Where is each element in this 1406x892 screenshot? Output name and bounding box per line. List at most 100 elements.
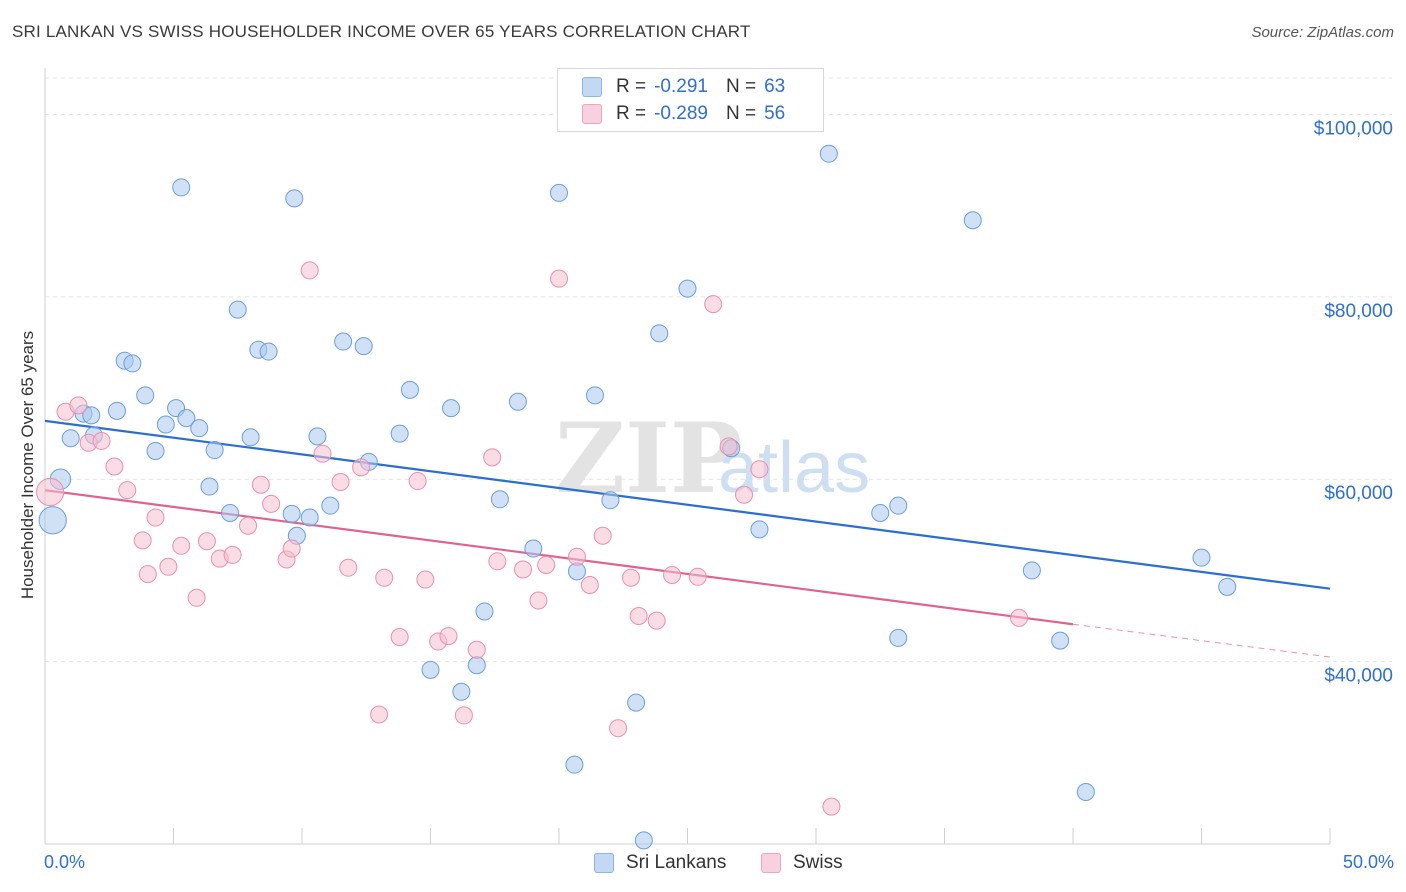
- point-swiss: [187, 588, 206, 607]
- point-sri-lankans: [228, 300, 247, 319]
- point-sri-lankans: [156, 415, 175, 434]
- point-sri-lankans: [421, 660, 440, 679]
- point-sri-lankans: [136, 386, 155, 405]
- point-sri-lankans: [282, 504, 301, 523]
- point-sri-lankans: [190, 419, 209, 438]
- point-swiss: [822, 797, 841, 816]
- point-swiss: [239, 516, 258, 535]
- y-tick-label: $80,000: [1324, 301, 1393, 322]
- legend-row-swiss: R = -0.289 N = 56: [582, 101, 785, 127]
- point-swiss: [36, 477, 65, 507]
- point-sri-lankans: [889, 628, 908, 647]
- point-sri-lankans: [300, 508, 319, 527]
- n-label: N =: [725, 103, 757, 124]
- point-sri-lankans: [177, 409, 196, 428]
- point-sri-lankans: [146, 441, 165, 460]
- point-swiss: [262, 494, 281, 513]
- point-swiss: [146, 508, 165, 527]
- point-swiss: [567, 547, 586, 566]
- point-swiss: [647, 611, 666, 630]
- y-tick-label: $40,000: [1324, 666, 1393, 687]
- point-sri-lankans: [963, 211, 982, 230]
- point-swiss: [370, 705, 389, 724]
- point-sri-lankans: [221, 503, 240, 522]
- point-sri-lankans: [550, 183, 568, 202]
- point-swiss: [663, 565, 682, 584]
- point-swiss: [580, 576, 599, 595]
- point-swiss: [118, 481, 137, 500]
- point-swiss: [390, 627, 409, 646]
- point-swiss: [629, 607, 648, 626]
- point-sri-lankans: [123, 354, 142, 373]
- point-sri-lankans: [172, 178, 191, 197]
- trend-line-sri-lankans: [44, 419, 1331, 590]
- point-sri-lankans: [508, 392, 527, 411]
- point-swiss: [352, 458, 371, 477]
- point-sri-lankans: [565, 755, 584, 774]
- point-sri-lankans: [61, 429, 80, 448]
- point-swiss: [550, 269, 568, 288]
- trend-line-extension: [1072, 623, 1331, 658]
- point-swiss: [313, 444, 332, 463]
- point-swiss: [339, 558, 358, 577]
- data-points: [36, 144, 1237, 850]
- point-sri-lankans: [82, 406, 101, 425]
- y-axis-label: Householder Income Over 65 years: [18, 330, 37, 600]
- point-sri-lankans: [889, 496, 908, 515]
- point-sri-lankans: [285, 189, 304, 208]
- point-sri-lankans: [678, 279, 697, 298]
- point-sri-lankans: [601, 491, 620, 510]
- point-swiss: [688, 567, 707, 586]
- x-axis-min-label: 0.0%: [44, 852, 86, 872]
- point-swiss: [133, 531, 152, 550]
- point-sri-lankans: [200, 477, 219, 496]
- point-sri-lankans: [1218, 577, 1237, 596]
- point-sri-lankans: [627, 693, 646, 712]
- point-sri-lankans: [321, 496, 340, 515]
- y-tick-labels: $40,000 $60,000 $80,000 $100,000: [1314, 118, 1393, 686]
- point-swiss: [331, 472, 350, 491]
- point-sri-lankans: [1192, 548, 1211, 567]
- point-sri-lankans: [259, 342, 278, 361]
- point-swiss: [105, 457, 124, 476]
- n-label: N =: [725, 76, 757, 97]
- point-swiss: [467, 640, 486, 659]
- point-swiss: [593, 526, 612, 545]
- point-sri-lankans: [490, 490, 509, 509]
- point-swiss: [439, 627, 458, 646]
- point-sri-lankans: [205, 441, 224, 460]
- axes: [44, 68, 1331, 845]
- point-sri-lankans: [354, 337, 373, 356]
- point-sri-lankans: [308, 427, 327, 446]
- point-swiss: [92, 431, 111, 450]
- point-sri-lankans: [650, 324, 669, 343]
- point-sri-lankans: [241, 428, 260, 447]
- correlation-legend: R = -0.291 N = 63 R = -0.289 N = 56: [557, 68, 824, 132]
- point-swiss: [529, 591, 548, 610]
- point-swiss: [483, 448, 502, 467]
- bottom-legend-swiss: Swiss: [761, 852, 843, 874]
- bottom-legend-swatch-sri-lankans: [594, 853, 614, 873]
- point-swiss: [375, 568, 394, 587]
- point-swiss: [408, 472, 427, 491]
- point-swiss: [69, 396, 88, 415]
- point-swiss: [621, 568, 640, 587]
- grid-lines: [45, 77, 1392, 663]
- point-swiss: [251, 475, 270, 494]
- point-sri-lankans: [452, 682, 471, 701]
- trend-line-swiss: [44, 489, 1074, 626]
- y-tick-label: $60,000: [1324, 483, 1393, 504]
- point-sri-lankans: [819, 144, 838, 163]
- bottom-legend-sri-lankans: Sri Lankans: [594, 852, 726, 874]
- chart-title: SRI LANKAN VS SWISS HOUSEHOLDER INCOME O…: [12, 22, 751, 41]
- point-sri-lankans: [524, 539, 543, 558]
- point-swiss: [735, 485, 754, 504]
- r-label: R =: [616, 76, 647, 97]
- point-sri-lankans: [634, 831, 653, 850]
- point-sri-lankans: [1076, 783, 1095, 802]
- point-swiss: [609, 719, 628, 738]
- point-swiss: [172, 536, 191, 555]
- legend-swatch-sri-lankans: [582, 77, 602, 97]
- r-value: -0.289: [654, 103, 708, 124]
- point-sri-lankans: [1022, 561, 1041, 580]
